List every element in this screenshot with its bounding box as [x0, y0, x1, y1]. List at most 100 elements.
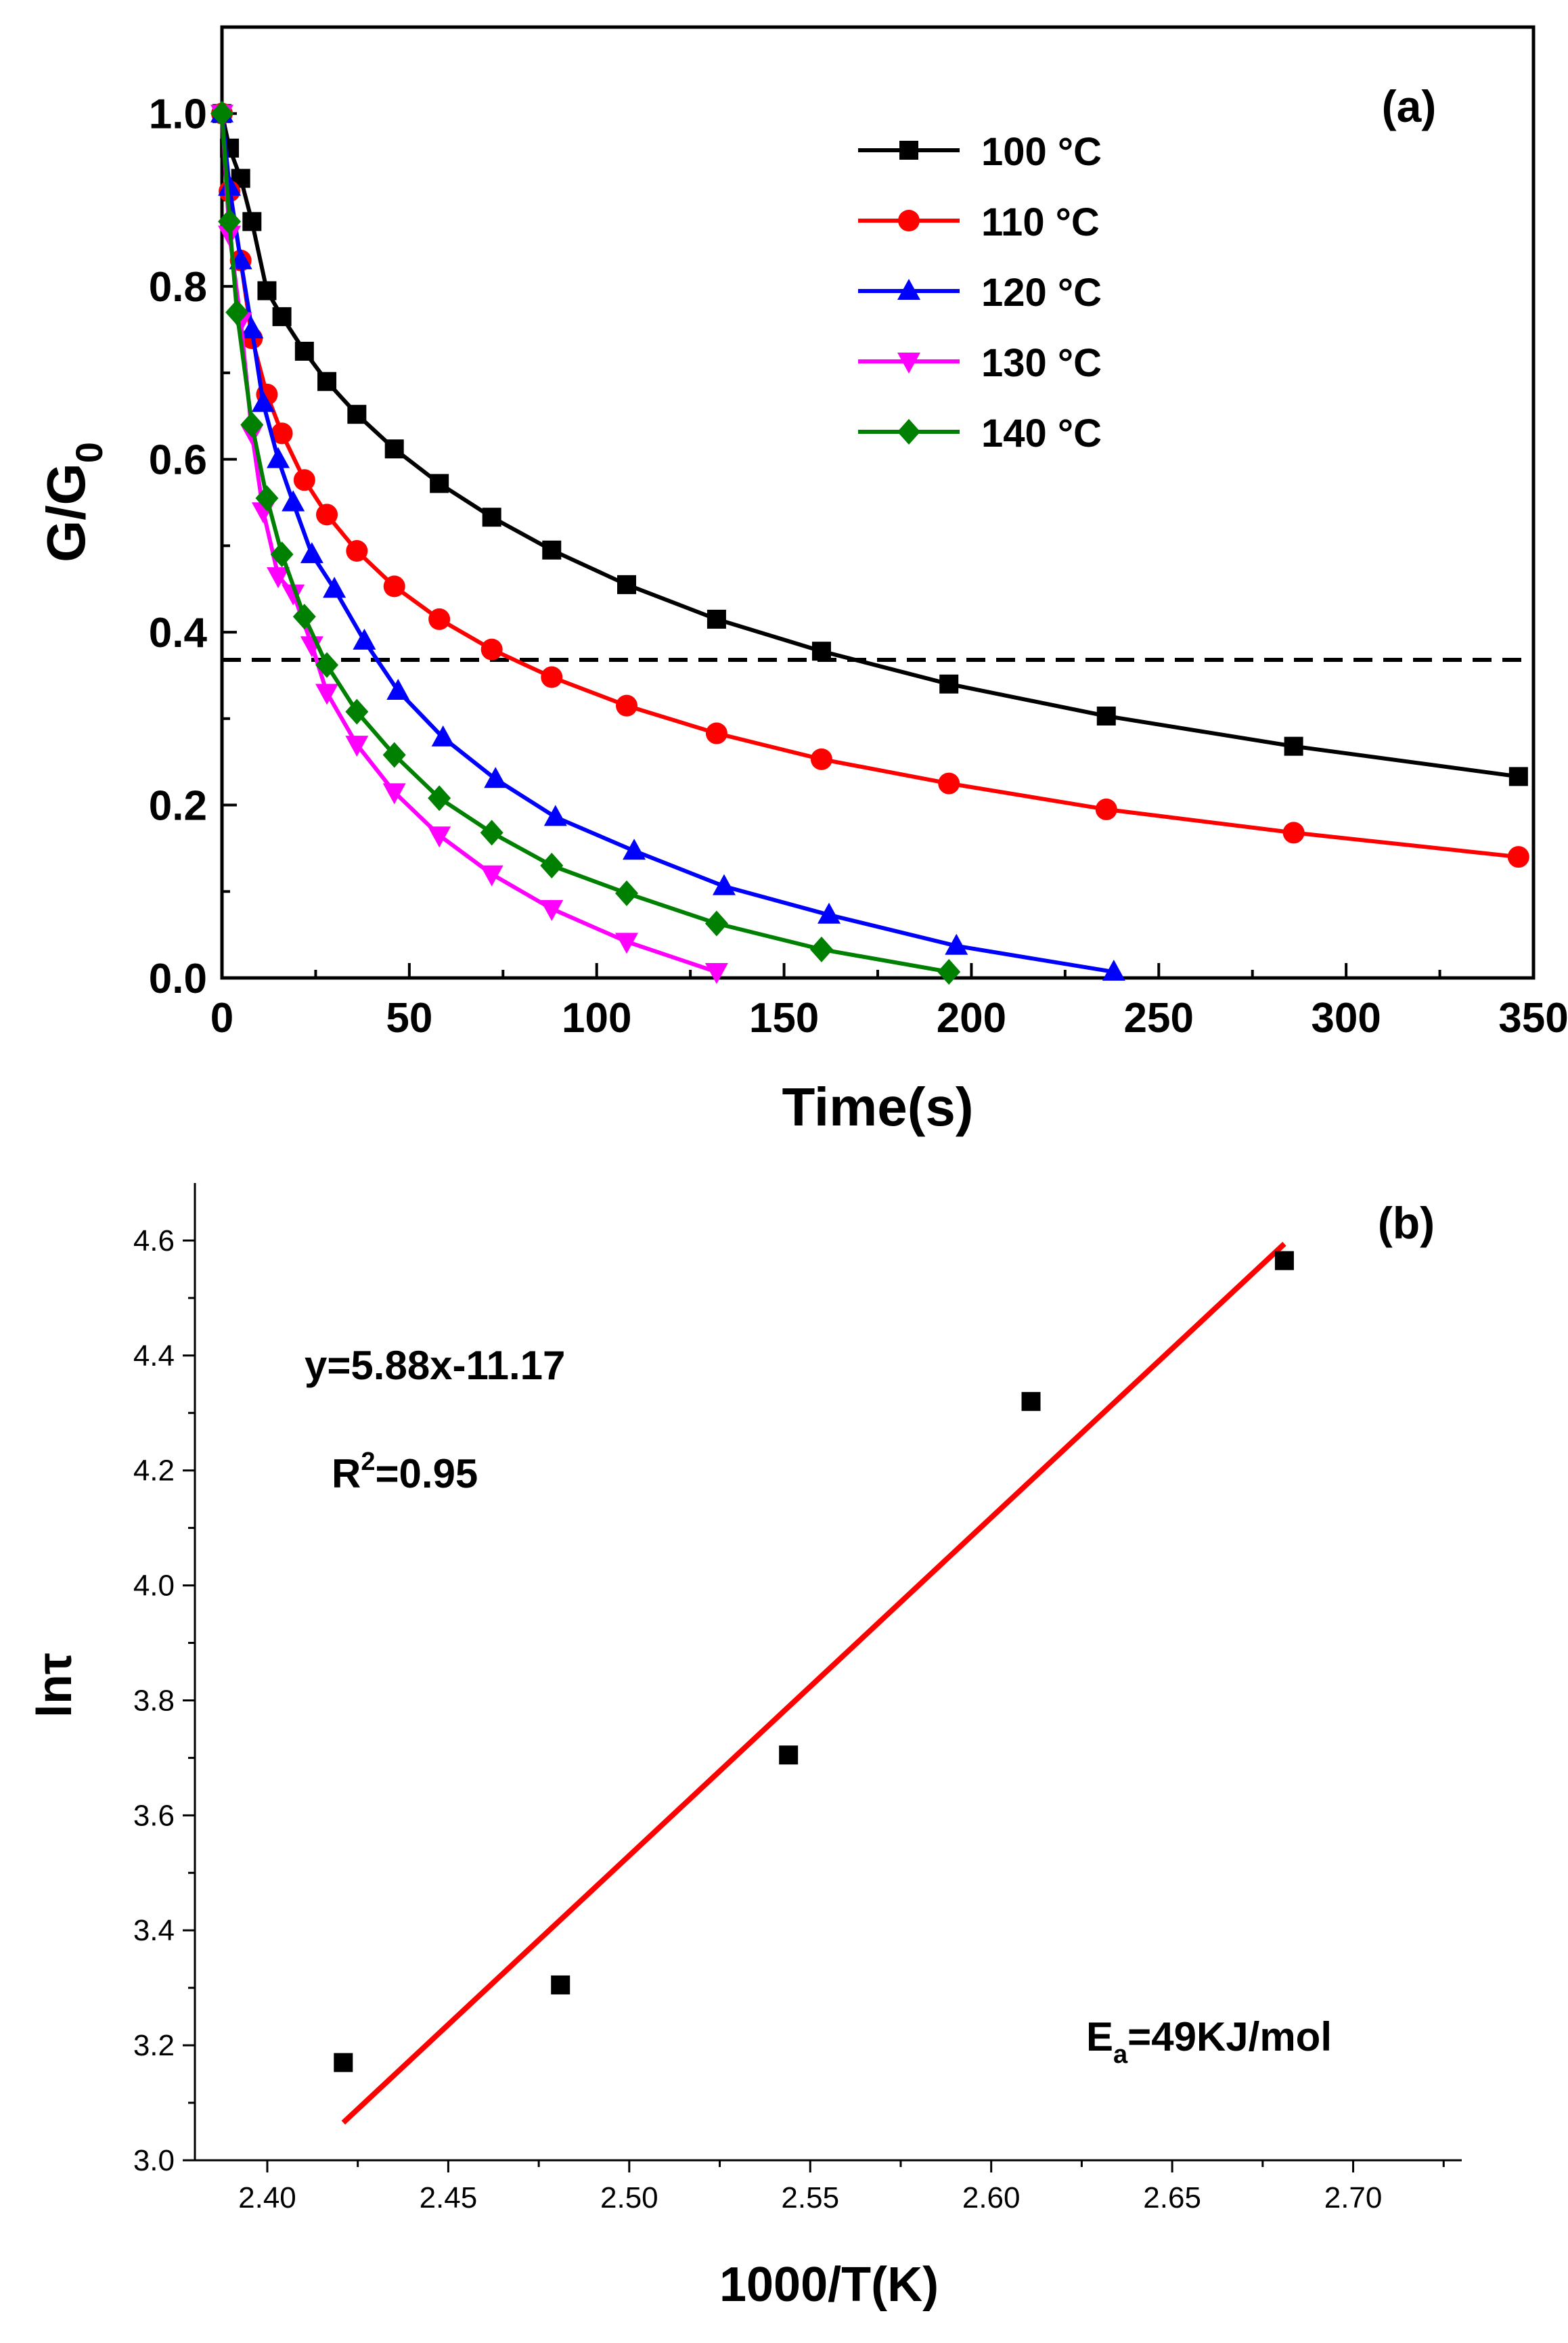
data-point [255, 485, 279, 512]
data-point [282, 490, 305, 512]
data-point [345, 698, 369, 725]
data-point [1096, 706, 1116, 726]
panel-a-legend: 100 °C 110 °C 120 °C 130 °C 140 °C [858, 130, 1102, 455]
data-point [1284, 736, 1303, 756]
data-point [294, 341, 314, 361]
data-point [937, 959, 961, 985]
data-point [817, 902, 841, 924]
data-point [1508, 767, 1528, 786]
data-point [431, 725, 455, 746]
scatter-point [1021, 1391, 1041, 1411]
data-point [242, 212, 262, 231]
x-tick-label-a: 350 [1498, 995, 1568, 1042]
r-squared-annotation: R2=0.95 [332, 1448, 478, 1496]
y-tick-label-b: 4.2 [133, 1454, 175, 1488]
data-point [939, 674, 959, 694]
data-point [480, 820, 503, 846]
data-point [218, 175, 242, 196]
data-point [316, 504, 338, 526]
legend-label-110: 110 °C [981, 200, 1100, 244]
y-tick-label-b: 4.6 [133, 1224, 175, 1257]
y-tick-label-b: 3.0 [133, 2144, 175, 2177]
legend-marker [899, 141, 918, 160]
data-point [484, 767, 508, 788]
series-line [220, 113, 949, 975]
scatter-point [779, 1745, 799, 1765]
r2-value: =0.95 [375, 1451, 478, 1496]
panel-a-ylabel-sub: 0 [68, 442, 110, 463]
legend-item-140: 140 °C [858, 411, 1102, 455]
legend-item-100: 100 °C [858, 130, 1102, 174]
x-tick-label-a: 0 [210, 995, 233, 1042]
data-point [810, 748, 832, 770]
data-point [704, 963, 728, 985]
panel-a: 0 50 100 150 200 250 300 3500.00.20.40.60.81.0 … [36, 25, 1568, 1137]
data-point [317, 372, 337, 391]
y-tick-label-a: 0.8 [149, 264, 207, 311]
panel-b-label: (b) [1378, 1198, 1435, 1248]
y-tick-label-a: 0.4 [149, 610, 208, 656]
data-point [1102, 960, 1125, 981]
data-point [615, 880, 639, 906]
data-point [347, 405, 367, 424]
panel-b-fit-group [341, 1241, 1286, 2125]
data-point [615, 933, 639, 954]
fit-line [341, 1241, 1286, 2125]
panel-b-ylabel-group: lnτ [28, 1653, 82, 1718]
data-point [315, 684, 339, 705]
data-point [811, 642, 831, 661]
series-line [220, 113, 717, 974]
x-tick-label-a: 200 [937, 995, 1006, 1042]
y-tick-label-a: 0.2 [149, 783, 207, 830]
data-point [705, 722, 727, 744]
data-point [282, 584, 305, 606]
scatter-point [551, 1975, 570, 1994]
legend-marker-group-120 [897, 279, 920, 300]
fit-equation: y=5.88x-11.17 [305, 1343, 565, 1388]
panel-b-ticks: 2.40 2.45 2.50 2.55 2.60 2.65 2.70 3.0 3.2 3.4 3.6… [133, 1224, 1445, 2214]
legend-item-110: 110 °C [858, 200, 1100, 244]
data-point [430, 474, 449, 493]
data-point [271, 422, 293, 445]
legend-marker-group-130 [897, 353, 920, 374]
legend-label-100: 100 °C [981, 130, 1102, 174]
data-point [240, 317, 264, 339]
panel-b: 2.40 2.45 2.50 2.55 2.60 2.65 2.70 3.0 3.2 3.4 3.6… [28, 1183, 1462, 2312]
data-point [480, 638, 503, 661]
series-5 [210, 100, 961, 985]
data-point [540, 899, 564, 921]
legend-item-120: 120 °C [858, 271, 1102, 315]
data-point [428, 785, 451, 811]
data-point [384, 439, 404, 459]
panel-a-series [210, 100, 1529, 985]
series-3 [210, 101, 1125, 981]
y-tick-label-b: 3.4 [133, 1914, 175, 1947]
x-tick-label-a: 150 [749, 995, 819, 1042]
data-point [323, 577, 346, 598]
legend-marker [897, 279, 920, 300]
data-point [267, 567, 290, 589]
data-point [386, 678, 410, 700]
r2-prefix: R [332, 1451, 361, 1496]
data-point [938, 772, 960, 795]
legend-marker [898, 210, 920, 231]
x-tick-label-b: 2.45 [420, 2181, 478, 2214]
data-point [482, 508, 501, 527]
series-line [220, 113, 1519, 779]
x-tick-label-b: 2.70 [1324, 2181, 1383, 2214]
y-tick-label-b: 3.2 [133, 2029, 175, 2062]
series-line [220, 113, 1519, 860]
panel-a-ticks: 0 50 100 150 200 250 300 350 0.0 0.2 0.4 0.6 0.8 1.0 [149, 26, 1568, 1042]
data-point [353, 628, 376, 650]
data-point [383, 575, 405, 598]
ea-subscript: a [1113, 2040, 1128, 2069]
data-point [293, 469, 315, 491]
series-1 [212, 104, 1528, 786]
data-point [704, 910, 728, 937]
y-tick-label-b: 4.0 [133, 1569, 175, 1603]
data-point [540, 852, 564, 878]
data-point [1095, 798, 1117, 820]
data-point [617, 575, 637, 594]
legend-marker [897, 353, 920, 374]
data-point [712, 874, 736, 895]
